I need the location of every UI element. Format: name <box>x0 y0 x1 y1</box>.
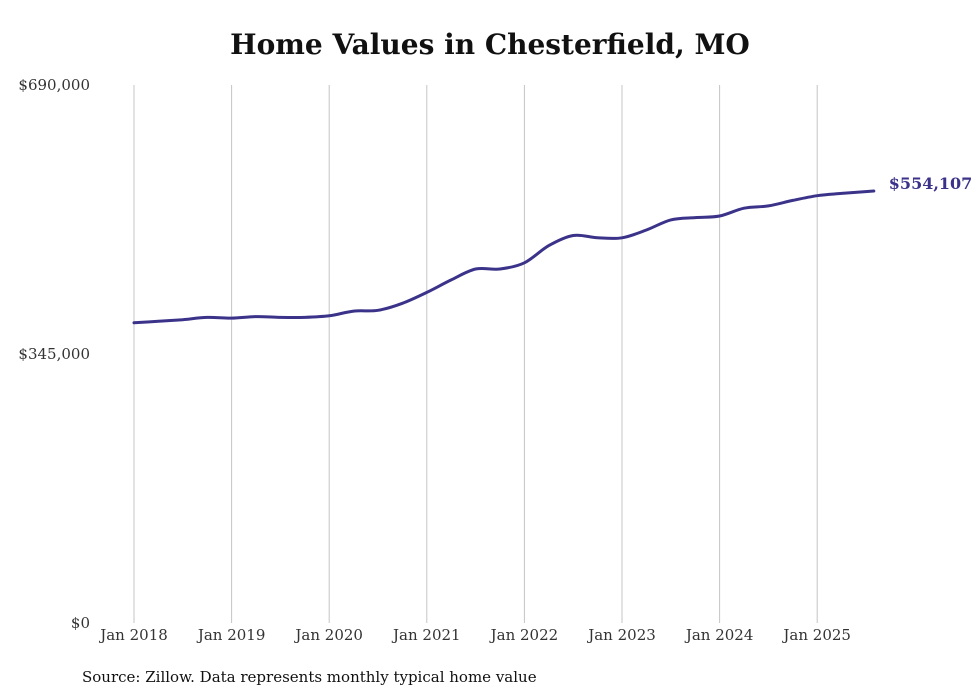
source-note: Source: Zillow. Data represents monthly … <box>82 668 537 686</box>
x-tick-label: Jan 2022 <box>489 626 559 644</box>
y-tick-label: $0 <box>71 614 90 632</box>
gridlines <box>133 85 818 623</box>
x-tick-label: Jan 2024 <box>684 626 754 644</box>
x-tick-label: Jan 2023 <box>586 626 656 644</box>
x-tick-label: Jan 2019 <box>196 626 266 644</box>
end-value-label: $554,107 <box>889 174 973 193</box>
x-tick-label: Jan 2018 <box>98 626 168 644</box>
y-axis: $0 $345,000 $690,000 <box>18 76 90 632</box>
x-tick-label: Jan 2021 <box>391 626 461 644</box>
y-tick-label: $345,000 <box>18 345 90 363</box>
series-line <box>132 189 876 325</box>
chart-title: Home Values in Chesterfield, MO <box>230 28 750 61</box>
y-tick-label: $690,000 <box>18 76 90 94</box>
x-tick-label: Jan 2025 <box>781 626 851 644</box>
series: $554,107 <box>132 174 973 325</box>
x-tick-label: Jan 2020 <box>293 626 363 644</box>
x-axis: Jan 2018 Jan 2019 Jan 2020 Jan 2021 Jan 2022… <box>98 626 851 644</box>
